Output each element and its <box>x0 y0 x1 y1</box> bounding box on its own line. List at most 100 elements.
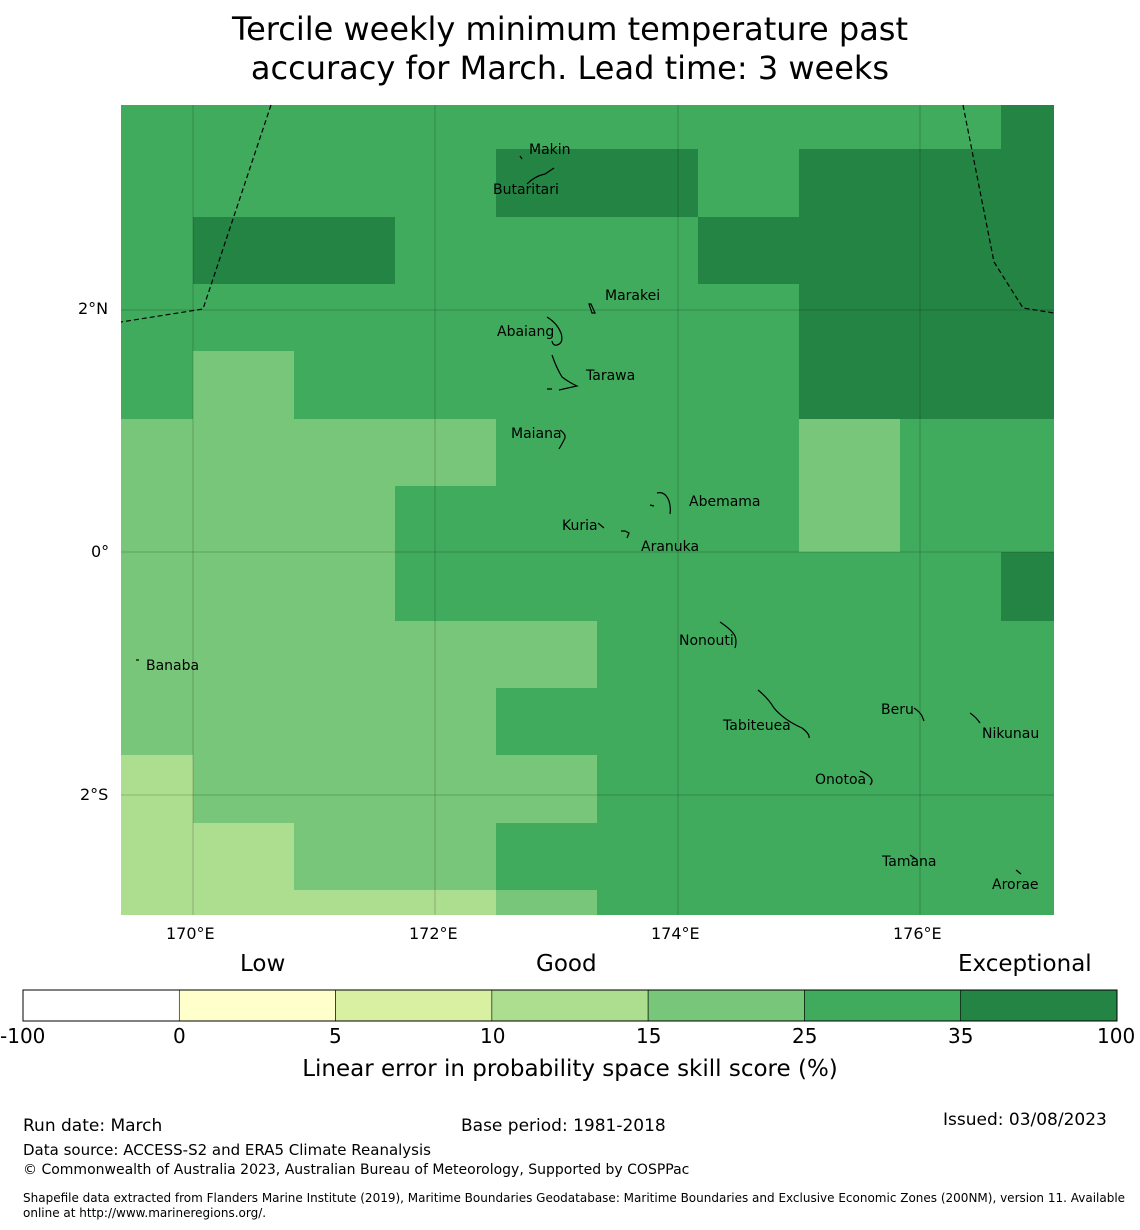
grid-cell <box>900 621 1001 688</box>
place-label-tamana: Tamana <box>882 854 937 870</box>
grid-cell <box>799 621 900 688</box>
colorbar-tick-100: 100 <box>1097 1024 1136 1048</box>
grid-cell <box>496 823 597 890</box>
grid-cell <box>395 351 496 419</box>
colorbar <box>22 989 1118 1022</box>
grid-cell <box>799 149 900 217</box>
shapefile-credit: Shapefile data extracted from Flanders M… <box>23 1191 1125 1221</box>
grid-cell <box>597 486 698 552</box>
place-label-nonouti: Nonouti <box>679 633 734 649</box>
grid-cell <box>121 621 193 688</box>
shapefile-credit-line-2: online at http://www.marineregions.org/. <box>23 1206 267 1220</box>
eez-boundary <box>120 104 1055 323</box>
grid-cell <box>496 217 597 284</box>
colorbar-tick-35: 35 <box>948 1024 974 1048</box>
title-line-2: accuracy for March. Lead time: 3 weeks <box>250 49 890 87</box>
grid-cell <box>1001 149 1054 217</box>
grid-cell <box>121 688 193 755</box>
lon-label-176e: 176°E <box>893 924 942 943</box>
grid-cell <box>193 217 294 284</box>
colorbar-tick-5: 5 <box>329 1024 342 1048</box>
grid-cell <box>193 688 294 755</box>
grid-cell <box>597 552 698 621</box>
grid-cell <box>496 419 597 486</box>
grid-cell <box>395 149 496 217</box>
place-label-aranuka: Aranuka <box>641 539 700 555</box>
grid-cell <box>597 621 698 688</box>
grid-cell <box>597 284 698 351</box>
grid-cell <box>1001 621 1054 688</box>
colorbar-segment <box>960 989 1118 1022</box>
grid-cell <box>900 284 1001 351</box>
lon-label-172e: 172°E <box>409 924 458 943</box>
colorbar-tick-25: 25 <box>792 1024 818 1048</box>
skill-grid <box>121 105 1054 915</box>
grid-cell <box>496 149 597 217</box>
shapefile-credit-line-1: Shapefile data extracted from Flanders M… <box>23 1191 1126 1205</box>
colorbar-segment <box>335 989 493 1022</box>
grid-cell <box>1001 755 1054 823</box>
grid-cell <box>799 552 900 621</box>
place-label-beru: Beru <box>881 702 914 718</box>
grid-cell <box>496 284 597 351</box>
grid-cell <box>294 149 395 217</box>
grid-cell <box>121 823 193 890</box>
grid-cell <box>496 552 597 621</box>
grid-cell <box>193 284 294 351</box>
grid-cell <box>597 688 698 755</box>
grid-cell <box>698 688 799 755</box>
grid-cell <box>799 351 900 419</box>
grid-cell <box>900 890 1001 915</box>
grid-cell <box>193 149 294 217</box>
grid-cell <box>1001 419 1054 486</box>
grid-cell <box>1001 486 1054 552</box>
grid-cell <box>1001 890 1054 915</box>
grid-cell <box>1001 351 1054 419</box>
grid-cell <box>698 419 799 486</box>
grid-cell <box>900 823 1001 890</box>
issued-date: Issued: 03/08/2023 <box>943 1110 1107 1130</box>
grid-cell <box>698 823 799 890</box>
grid-cell <box>395 105 496 149</box>
grid-cell <box>121 486 193 552</box>
grid-cell <box>121 351 193 419</box>
grid-cell <box>121 552 193 621</box>
grid-cell <box>597 419 698 486</box>
colorbar-segment <box>647 989 805 1022</box>
colorbar-tick-0: 0 <box>173 1024 186 1048</box>
grid-cell <box>395 755 496 823</box>
grid-cell <box>1001 105 1054 149</box>
grid-cell <box>900 149 1001 217</box>
grid-cell <box>496 486 597 552</box>
colorbar-segment <box>804 989 962 1022</box>
grid-cell <box>1001 688 1054 755</box>
lon-label-174e: 174°E <box>651 924 700 943</box>
grid-cell <box>121 755 193 823</box>
grid-cell <box>193 419 294 486</box>
grid-cell <box>121 419 193 486</box>
grid-cell <box>121 105 193 149</box>
place-label-nikunau: Nikunau <box>982 726 1040 742</box>
grid-cell <box>799 890 900 915</box>
grid-cell <box>121 149 193 217</box>
place-label-tarawa: Tarawa <box>586 368 636 384</box>
grid-cell <box>294 688 395 755</box>
grid-cell <box>597 823 698 890</box>
legend-category-exceptional: Exceptional <box>958 951 1092 977</box>
copyright: © Commonwealth of Australia 2023, Austra… <box>23 1162 690 1178</box>
grid-cell <box>193 552 294 621</box>
grid-cell <box>698 890 799 915</box>
grid-cell <box>799 105 900 149</box>
grid-cell <box>799 284 900 351</box>
grid-cell <box>799 486 900 552</box>
grid-cell <box>193 890 294 915</box>
grid-cell <box>294 351 395 419</box>
grid-cell <box>900 419 1001 486</box>
base-period: Base period: 1981-2018 <box>461 1116 666 1136</box>
grid-cell <box>193 105 294 149</box>
lat-label-2n: 2°N <box>78 299 109 318</box>
grid-cell <box>294 217 395 284</box>
grid-cell <box>121 890 193 915</box>
grid-cell <box>698 755 799 823</box>
grid-cell <box>799 217 900 284</box>
